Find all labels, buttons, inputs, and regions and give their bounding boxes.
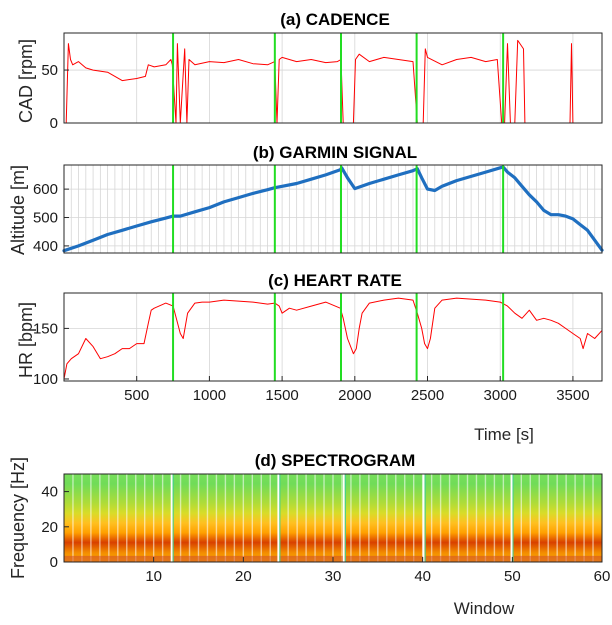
x-tick-label: 50 xyxy=(504,568,521,585)
y-tick-label: 50 xyxy=(41,62,58,79)
x-tick-label: 30 xyxy=(325,568,342,585)
y-tick-label: 150 xyxy=(33,320,58,337)
plot-area: 0 20 40 10 20 30 40 50 60 xyxy=(41,473,611,585)
x-tick-label: 3500 xyxy=(556,387,589,404)
plot-background xyxy=(64,33,602,123)
panel-garmin-signal: (b) GARMIN SIGNAL Altitude [m] 400 500 600 xyxy=(8,143,604,255)
y-tick-label: 40 xyxy=(41,484,58,501)
x-tick-label: 500 xyxy=(124,387,149,404)
y-axis-label: CAD [rpm] xyxy=(16,39,36,123)
plot-area: 400 500 600 xyxy=(33,164,604,255)
x-tick-label: 2500 xyxy=(411,387,444,404)
chart-title: (a) CADENCE xyxy=(280,10,390,29)
cadence-series xyxy=(63,39,603,124)
panel-cadence: (a) CADENCE CAD [rpm] 0 50 xyxy=(16,10,603,132)
panel-heart-rate: (c) HEART RATE HR [bpm] Time [s] 100 150 5… xyxy=(16,271,603,444)
altitude-series xyxy=(62,165,604,253)
x-tick-label: 3000 xyxy=(484,387,517,404)
x-tick-label: 40 xyxy=(414,568,431,585)
panel-spectrogram: (d) SPECTROGRAM Frequency [Hz] Window 0 2… xyxy=(8,451,610,618)
y-tick-label: 0 xyxy=(50,554,58,571)
x-tick-label: 1500 xyxy=(265,387,298,404)
y-axis-label: Frequency [Hz] xyxy=(8,457,28,579)
y-tick-label: 400 xyxy=(33,238,58,255)
axes-frame xyxy=(63,32,603,124)
x-axis-label: Window xyxy=(454,599,515,618)
y-axis-label: Altitude [m] xyxy=(8,165,28,255)
y-tick-label: 600 xyxy=(33,181,58,198)
x-tick-label: 20 xyxy=(235,568,252,585)
axes-frame xyxy=(63,292,603,382)
plot-area: 100 150 500 1000 1500 2000 2500 3000 3500 xyxy=(33,292,603,404)
chart-title: (c) HEART RATE xyxy=(268,271,402,290)
y-tick-label: 500 xyxy=(33,210,58,227)
x-tick-label: 2000 xyxy=(338,387,371,404)
y-tick-label: 100 xyxy=(33,371,58,388)
chart-title: (d) SPECTROGRAM xyxy=(255,451,416,470)
y-tick-label: 0 xyxy=(50,115,58,132)
x-axis-label: Time [s] xyxy=(474,425,534,444)
y-axis-label: HR [bpm] xyxy=(16,302,36,378)
plot-area: 0 50 xyxy=(41,32,603,132)
x-tick-label: 10 xyxy=(145,568,162,585)
y-tick-label: 20 xyxy=(41,519,58,536)
plot-background xyxy=(64,293,602,381)
chart-title: (b) GARMIN SIGNAL xyxy=(253,143,417,162)
x-tick-label: 60 xyxy=(594,568,611,585)
x-tick-label: 1000 xyxy=(193,387,226,404)
axes-frame xyxy=(63,164,603,254)
